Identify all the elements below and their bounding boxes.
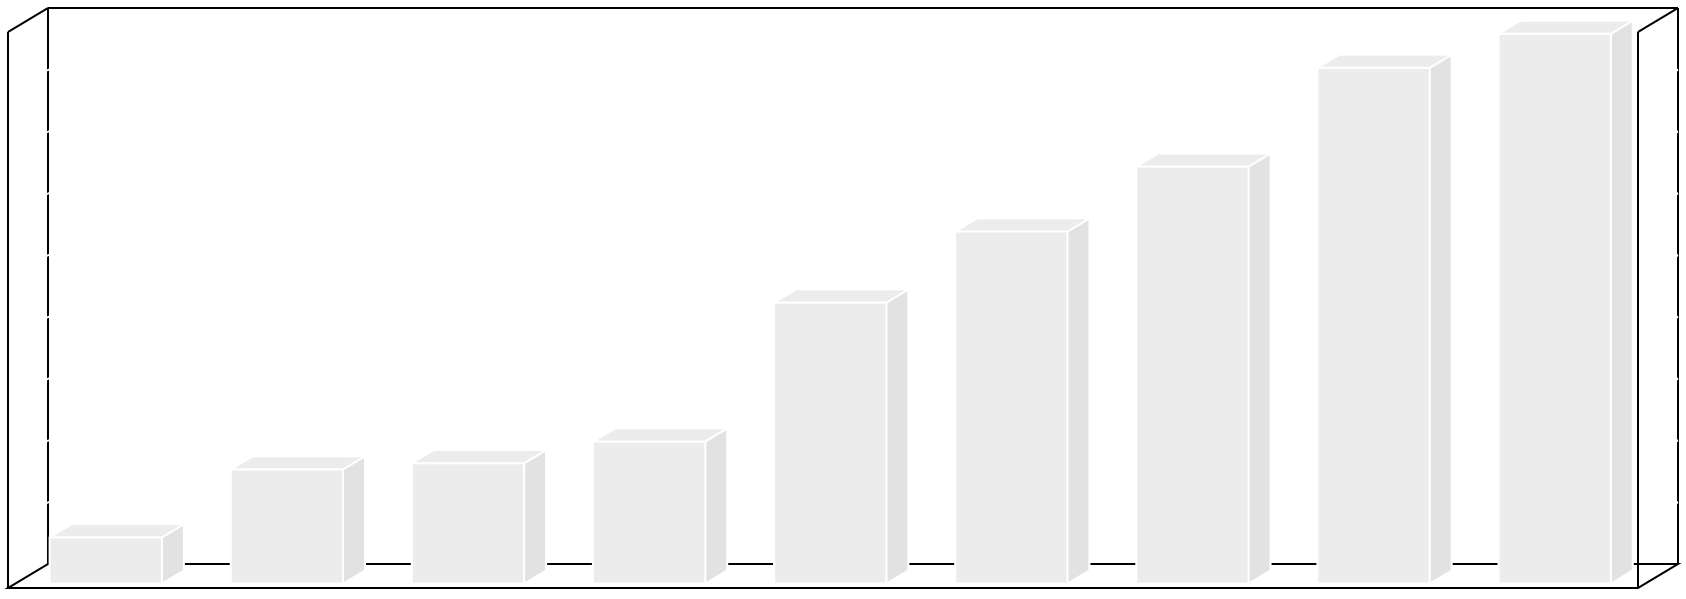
bar	[412, 450, 546, 584]
bar	[955, 218, 1089, 583]
bar-chart-3d	[0, 0, 1686, 599]
bar	[593, 428, 727, 583]
bar	[774, 289, 908, 583]
bar	[1499, 21, 1633, 584]
bar	[231, 456, 365, 583]
bar	[1136, 153, 1270, 583]
bar	[50, 524, 184, 584]
bar	[1317, 55, 1451, 584]
bars-group	[50, 21, 1633, 584]
